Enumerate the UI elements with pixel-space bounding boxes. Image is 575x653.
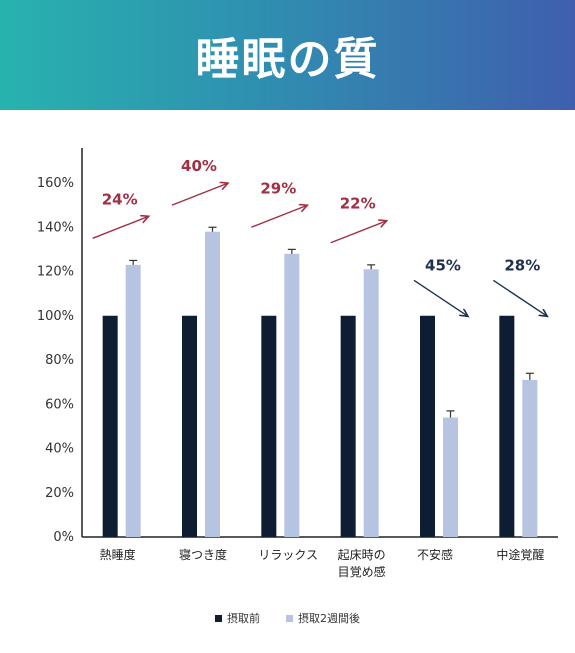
bar-after: [284, 253, 300, 538]
bar-after: [125, 264, 141, 537]
bar-after: [363, 269, 379, 537]
bar-before: [102, 315, 118, 537]
bar-before: [261, 315, 277, 537]
bar-after: [205, 231, 220, 538]
change-label: 29%: [260, 179, 296, 197]
y-tick-label: 120%: [37, 265, 74, 280]
bar-before: [182, 315, 197, 537]
decrease-arrow: [413, 279, 468, 316]
category-label: 不安感: [417, 547, 453, 562]
change-label: 40%: [181, 157, 217, 175]
y-tick-label: 0%: [53, 530, 74, 545]
change-label: 24%: [102, 190, 138, 208]
legend-label-before: 摂取前: [227, 612, 260, 625]
increase-arrow: [171, 183, 228, 206]
legend: 摂取前 摂取2週間後: [0, 610, 575, 626]
bar-after: [522, 379, 538, 537]
page-title: 睡眠の質: [195, 34, 380, 85]
y-tick-label: 160%: [37, 176, 74, 191]
legend-item-before: 摂取前: [215, 610, 260, 626]
bar-before: [420, 315, 435, 537]
increase-arrow: [92, 216, 149, 239]
category-label: リラックス: [258, 548, 318, 562]
legend-swatch-before: [215, 614, 222, 622]
y-tick-label: 80%: [45, 353, 74, 368]
change-label: 28%: [504, 256, 540, 274]
plot-area: 0% 20% 40% 60% 80% 100% 120% 140% 160% 熱睡度 24% 寝つき度…: [37, 148, 558, 579]
legend-swatch-after: [286, 614, 293, 622]
header-banner: 睡眠の質: [0, 0, 575, 110]
change-label: 22%: [340, 195, 376, 213]
y-tick-label: 20%: [45, 486, 74, 501]
y-tick-label: 60%: [45, 397, 74, 412]
bar-before: [499, 315, 515, 537]
legend-label-after: 摂取2週間後: [298, 612, 360, 625]
bar-after: [443, 417, 458, 537]
category-label: 寝つき度: [179, 547, 227, 562]
increase-arrow: [330, 221, 387, 244]
legend-item-after: 摂取2週間後: [286, 610, 360, 626]
bar-chart: 0% 20% 40% 60% 80% 100% 120% 140% 160% 熱睡度 24% 寝つき度…: [37, 148, 558, 579]
decrease-arrow: [492, 279, 547, 316]
y-tick-label: 140%: [37, 220, 74, 235]
increase-arrow: [251, 205, 307, 228]
bar-before: [340, 315, 356, 537]
category-label: 起床時の目覚め感: [338, 548, 386, 579]
change-label: 45%: [425, 256, 461, 274]
category-label: 中途覚醒: [496, 547, 544, 562]
category-label: 熱睡度: [100, 547, 136, 562]
y-tick-label: 100%: [37, 309, 74, 324]
y-tick-label: 40%: [45, 442, 74, 457]
